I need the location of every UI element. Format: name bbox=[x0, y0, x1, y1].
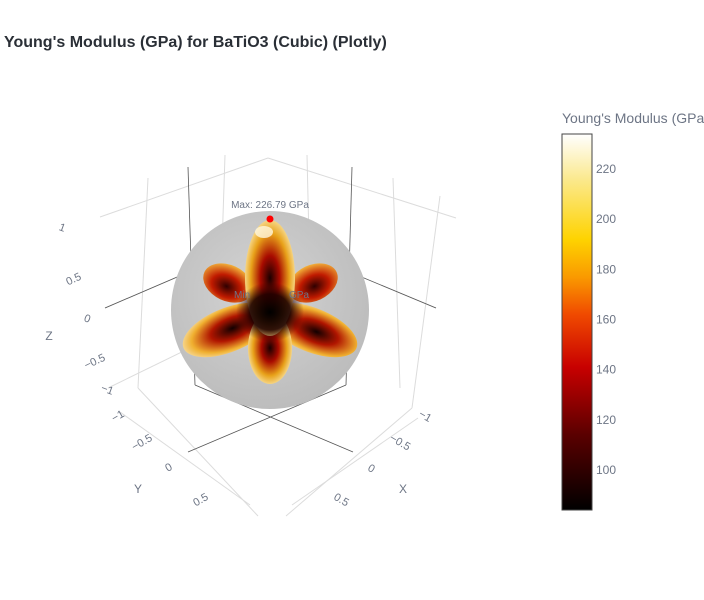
x-tick: 0.5 bbox=[332, 491, 351, 509]
x-axis-ticks: −1 −0.5 0 0.5 bbox=[332, 408, 434, 509]
z-axis-ticks: 1 0.5 0 −0.5 −1 bbox=[57, 221, 115, 397]
z-tick: −1 bbox=[99, 382, 115, 398]
x-tick: −0.5 bbox=[388, 432, 413, 453]
y-tick: −1 bbox=[110, 408, 127, 425]
colorbar-tick-label: 100 bbox=[596, 463, 616, 477]
y-axis-label: Y bbox=[134, 482, 142, 496]
min-annotation-suffix: GPa bbox=[289, 290, 309, 301]
max-marker[interactable] bbox=[266, 215, 274, 223]
z-tick: 0.5 bbox=[64, 271, 83, 288]
x-tick: −1 bbox=[417, 408, 434, 425]
colorbar-title: Young's Modulus (GPa bbox=[562, 110, 704, 126]
colorbar-tick-label: 180 bbox=[596, 262, 616, 276]
z-axis-label: Z bbox=[45, 329, 52, 343]
colorbar-tick-label: 120 bbox=[596, 413, 616, 427]
colorbar-tick-label: 200 bbox=[596, 212, 616, 226]
chart-title: Young's Modulus (GPa) for BaTiO3 (Cubic)… bbox=[4, 34, 387, 51]
colorbar[interactable] bbox=[561, 133, 593, 511]
y-tick: −0.5 bbox=[130, 432, 155, 453]
min-annotation: Min bbox=[234, 290, 250, 301]
max-annotation: Max: 226.79 GPa bbox=[231, 200, 309, 211]
modulus-surface[interactable] bbox=[175, 220, 364, 384]
x-axis-label: X bbox=[399, 482, 407, 496]
y-axis-ticks: −1 −0.5 0 0.5 bbox=[110, 408, 211, 509]
z-tick: 1 bbox=[57, 221, 67, 234]
z-tick: 0 bbox=[82, 312, 92, 325]
x-tick: 0 bbox=[366, 462, 377, 475]
colorbar-tick-label: 220 bbox=[596, 162, 616, 176]
colorbar-tick-label: 140 bbox=[596, 363, 616, 377]
y-tick: 0 bbox=[163, 461, 174, 474]
y-tick: 0.5 bbox=[191, 491, 210, 509]
z-tick: −0.5 bbox=[83, 352, 108, 372]
colorbar-tick-label: 160 bbox=[596, 312, 616, 326]
colorbar-ticks: 220 200 180 160 140 120 100 bbox=[596, 162, 616, 477]
